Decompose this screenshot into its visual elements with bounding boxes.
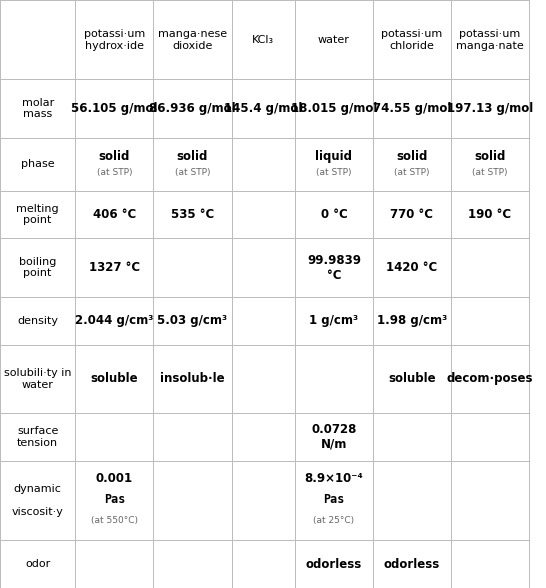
Text: 2.044 g/cm³: 2.044 g/cm³ [75,314,153,327]
Text: 406 °C: 406 °C [93,208,136,221]
Text: 1327 °C: 1327 °C [89,261,140,274]
Text: 535 °C: 535 °C [171,208,214,221]
Text: 56.105 g/mol: 56.105 g/mol [71,102,158,115]
Text: potassi·um
hydrox·ide: potassi·um hydrox·ide [84,29,145,51]
Text: boiling
point: boiling point [19,257,56,278]
Text: soluble: soluble [388,372,436,385]
Text: decom·poses: decom·poses [447,372,533,385]
Text: 74.55 g/mol: 74.55 g/mol [373,102,451,115]
Text: surface
tension: surface tension [17,426,58,447]
Text: (at STP): (at STP) [175,168,210,176]
Text: dynamic

viscosit·y: dynamic viscosit·y [11,484,64,517]
Text: Pas: Pas [323,493,345,506]
Text: odorless: odorless [306,557,362,570]
Text: manga·nese
dioxide: manga·nese dioxide [158,29,227,51]
Text: 18.015 g/mol: 18.015 g/mol [290,102,377,115]
Text: phase: phase [21,159,55,169]
Text: insolub·le: insolub·le [160,372,225,385]
Text: 190 °C: 190 °C [468,208,512,221]
Text: 1 g/cm³: 1 g/cm³ [310,314,358,327]
Text: solid: solid [99,150,130,163]
Text: (at STP): (at STP) [394,168,430,176]
Text: solid: solid [474,150,506,163]
Text: (at STP): (at STP) [316,168,352,176]
Text: 0 °C: 0 °C [321,208,347,221]
Text: 5.03 g/cm³: 5.03 g/cm³ [157,314,228,327]
Text: solubili·ty in
water: solubili·ty in water [4,368,72,390]
Text: potassi·um
manga·nate: potassi·um manga·nate [456,29,524,51]
Text: melting
point: melting point [16,203,59,225]
Text: solid: solid [396,150,428,163]
Text: potassi·um
chloride: potassi·um chloride [381,29,443,51]
Text: 1420 °C: 1420 °C [387,261,437,274]
Text: liquid: liquid [316,150,352,163]
Text: molar
mass: molar mass [21,98,54,119]
Text: Pas: Pas [104,493,125,506]
Text: 99.9839
°C: 99.9839 °C [307,253,361,282]
Text: 770 °C: 770 °C [390,208,434,221]
Text: odorless: odorless [384,557,440,570]
Text: water: water [318,35,350,45]
Text: 8.9×10⁻⁴: 8.9×10⁻⁴ [305,472,363,485]
Text: 0.001: 0.001 [96,472,133,485]
Text: (at 550°C): (at 550°C) [91,516,138,525]
Text: (at STP): (at STP) [97,168,132,176]
Text: 86.936 g/mol: 86.936 g/mol [149,102,236,115]
Text: (at STP): (at STP) [472,168,508,176]
Text: KCl₃: KCl₃ [252,35,274,45]
Text: 1.98 g/cm³: 1.98 g/cm³ [377,314,447,327]
Text: 197.13 g/mol: 197.13 g/mol [447,102,533,115]
Text: solid: solid [177,150,208,163]
Text: 0.0728
N/m: 0.0728 N/m [311,423,357,451]
Text: soluble: soluble [91,372,138,385]
Text: density: density [17,316,58,326]
Text: (at 25°C): (at 25°C) [313,516,354,525]
Text: 145.4 g/mol: 145.4 g/mol [224,102,302,115]
Text: odor: odor [25,559,50,569]
